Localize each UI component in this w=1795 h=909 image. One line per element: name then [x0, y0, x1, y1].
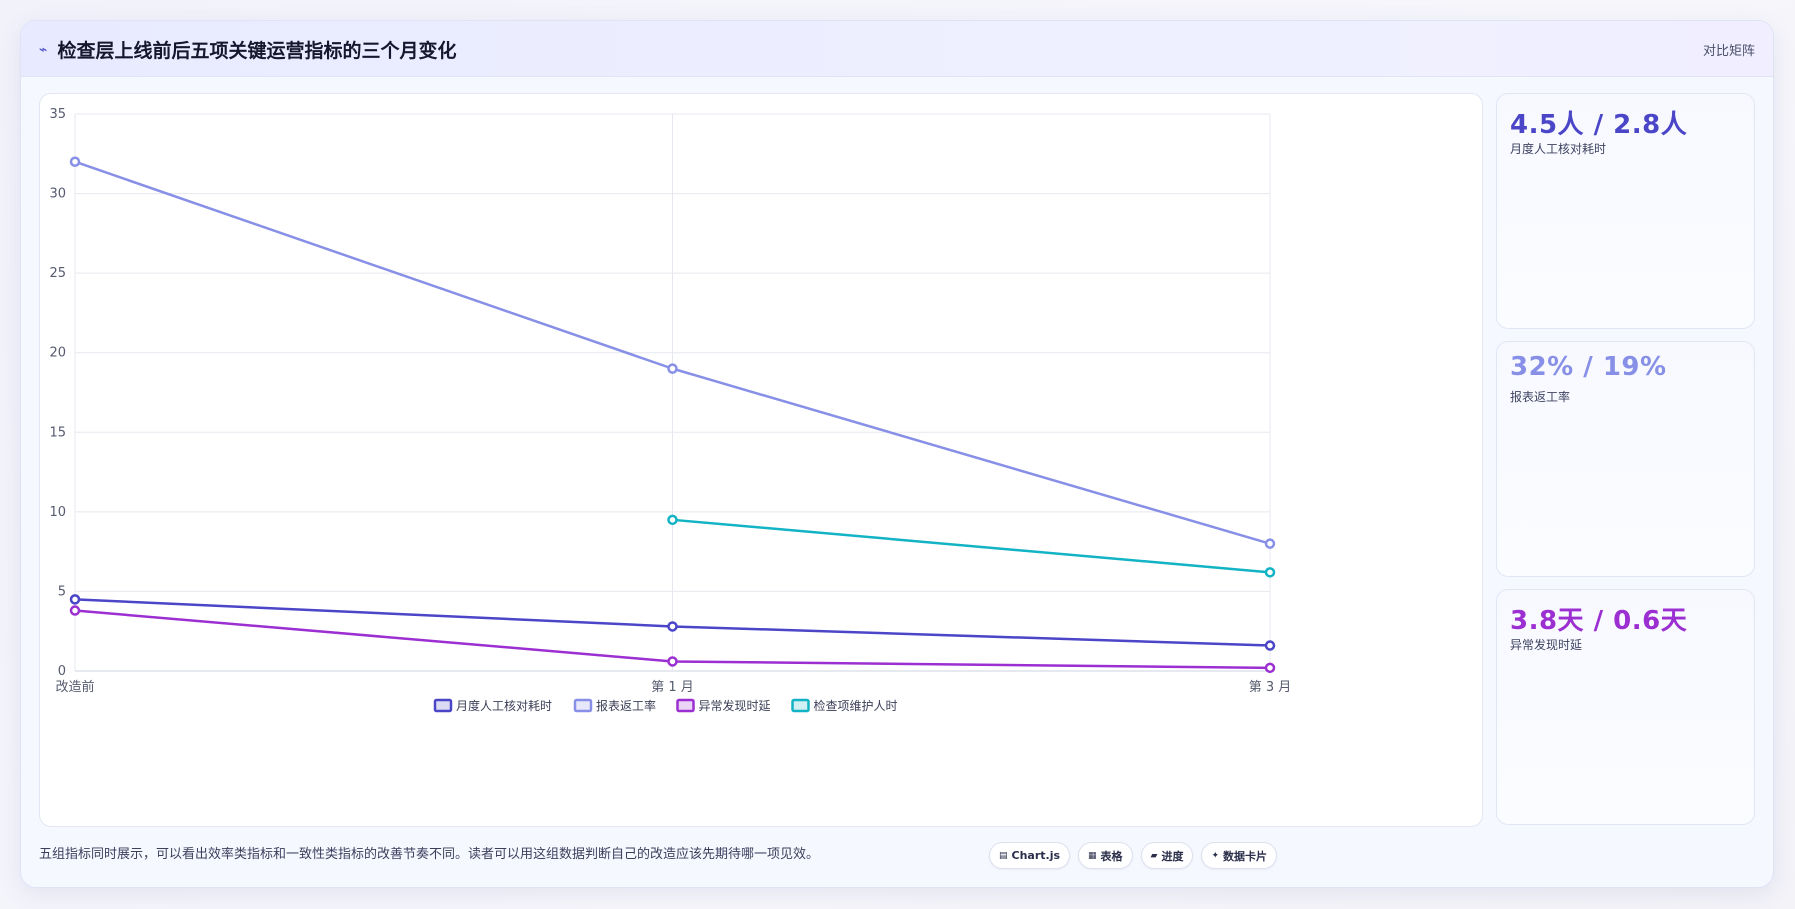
progress-icon: ▰ — [1150, 850, 1158, 861]
y-tick-label: 15 — [49, 425, 66, 440]
legend-label: 异常发现时延 — [699, 698, 771, 713]
metric-card-2: 32% / 19% 报表返工率 — [1496, 341, 1755, 577]
card-header: ⌁ 检查层上线前后五项关键运营指标的三个月变化 对比矩阵 — [21, 21, 1773, 77]
y-tick-label: 25 — [49, 266, 66, 281]
y-tick-label: 0 — [58, 664, 66, 679]
data-point — [667, 514, 678, 526]
sparkle-icon: ✦ — [1211, 850, 1220, 861]
chip-data-cards[interactable]: ✦ 数据卡片 — [1201, 842, 1278, 869]
chart-icon: ▤ — [999, 850, 1008, 861]
x-tick-label: 改造前 — [55, 679, 94, 695]
data-point — [1264, 640, 1276, 651]
y-tick-label: 5 — [58, 584, 66, 599]
chip-label: 数据卡片 — [1223, 849, 1268, 863]
y-tick-label: 20 — [49, 346, 66, 361]
tech-chips: ▤ Chart.js ▦ 表格 ▰ 进度 ✦ 数据卡片 — [989, 842, 1278, 869]
legend-swatch — [573, 698, 593, 713]
y-tick-label: 35 — [49, 107, 66, 122]
data-point — [1264, 567, 1276, 578]
wave-icon: ⌁ — [39, 41, 48, 58]
legend-swatch — [791, 698, 810, 713]
card-title: ⌁ 检查层上线前后五项关键运营指标的三个月变化 — [39, 36, 456, 63]
chip-label: Chart.js — [1011, 849, 1061, 862]
metric-card-3: 3.8天 / 0.6天 异常发现时延 — [1496, 589, 1755, 825]
metric-value: 3.8天 / 0.6天 — [1510, 606, 1688, 636]
table-icon: ▦ — [1088, 850, 1097, 861]
chip-table[interactable]: ▦ 表格 — [1078, 842, 1133, 869]
data-point — [1264, 662, 1276, 674]
header-tag: 对比矩阵 — [1702, 44, 1755, 59]
metric-label: 月度人工核对耗时 — [1510, 142, 1607, 156]
dashboard-card: ⌁ 检查层上线前后五项关键运营指标的三个月变化 对比矩阵 0 5 10 15 20 25 3… — [20, 20, 1774, 888]
chip-progress[interactable]: ▰ 进度 — [1140, 842, 1194, 869]
data-point — [69, 156, 81, 167]
chip-label: 表格 — [1100, 849, 1123, 863]
chip-chartjs[interactable]: ▤ Chart.js — [989, 842, 1071, 869]
metric-label: 报表返工率 — [1510, 390, 1571, 404]
data-point — [69, 594, 81, 605]
y-tick-label: 30 — [49, 187, 66, 202]
legend-swatch — [676, 698, 695, 713]
legend-label: 月度人工核对耗时 — [456, 698, 552, 713]
data-point — [69, 605, 81, 616]
metric-card-1: 4.5人 / 2.8人 月度人工核对耗时 — [1496, 93, 1755, 329]
data-point — [667, 621, 678, 632]
chart-panel: 0 5 10 15 20 25 30 35 改造前 第 1 月 第 3 月月度人工核对耗时 报表返工率… — [39, 93, 1483, 827]
y-tick-label: 10 — [49, 505, 66, 520]
legend-label: 检查项维护人时 — [814, 698, 898, 713]
legend-label: 报表返工率 — [596, 698, 656, 713]
metric-label: 异常发现时延 — [1510, 638, 1583, 652]
data-point — [1264, 538, 1276, 549]
data-point — [667, 656, 678, 667]
metric-value: 4.5人 / 2.8人 — [1510, 110, 1688, 140]
x-tick-label: 第 3 月 — [1249, 680, 1292, 695]
card-title-text: 检查层上线前后五项关键运营指标的三个月变化 — [57, 40, 457, 62]
chip-label: 进度 — [1161, 849, 1184, 863]
metric-value: 32% / 19% — [1510, 352, 1667, 382]
legend-swatch — [433, 698, 453, 713]
data-point — [667, 363, 678, 374]
x-tick-label: 第 1 月 — [651, 680, 694, 695]
footer-note: 五组指标同时展示，可以看出效率类指标和一致性类指标的改善节奏不同。读者可以用这组… — [39, 847, 820, 862]
series-line-3 — [672, 518, 1271, 574]
